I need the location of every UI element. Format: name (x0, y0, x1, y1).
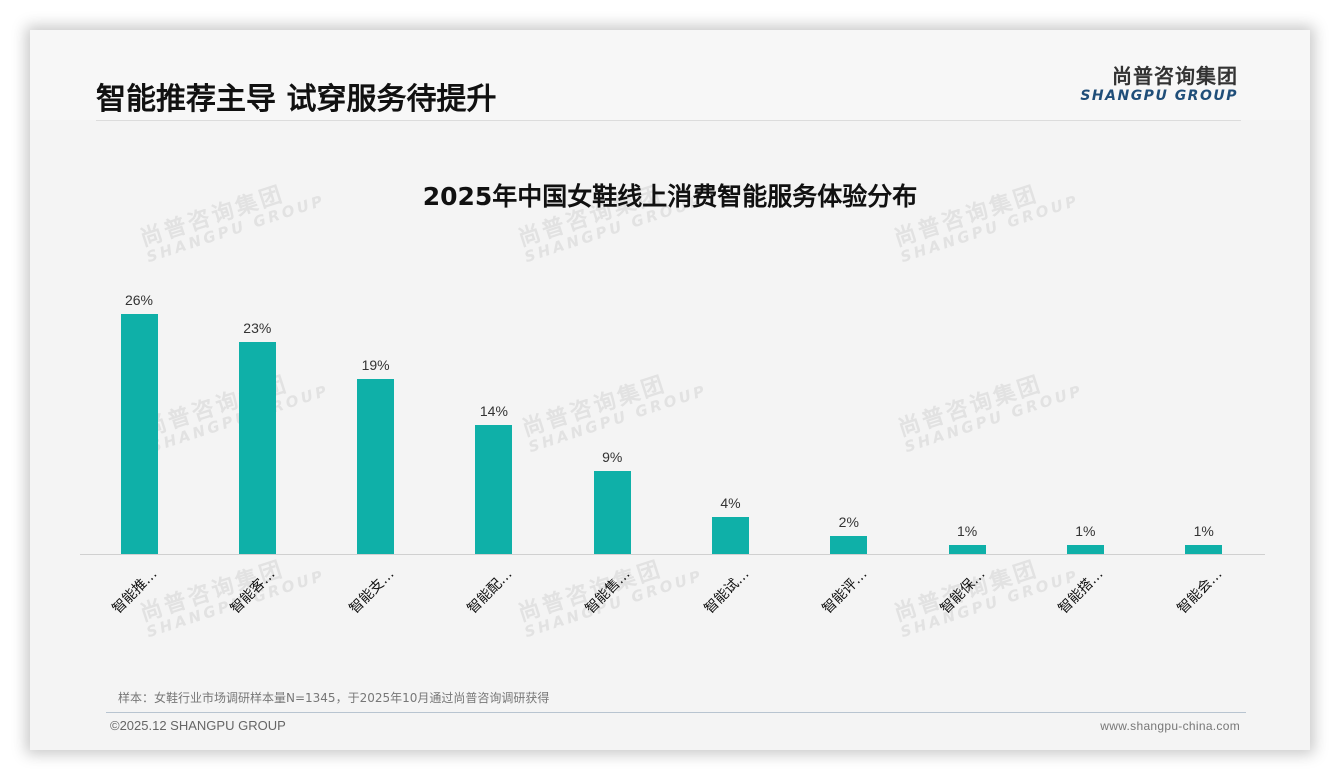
x-axis-category-label: 智能搭… (1055, 566, 1107, 618)
title-divider (96, 120, 1241, 121)
bar-value-label: 19% (361, 357, 390, 373)
bar (1185, 545, 1223, 554)
bar (712, 517, 749, 554)
bar-value-label: 23% (243, 320, 272, 336)
bar-value-label: 1% (1193, 523, 1214, 539)
bar-value-label: 26% (124, 292, 154, 308)
x-axis-category-label: 智能保… (937, 566, 989, 618)
x-axis-category-label: 智能推… (109, 566, 161, 618)
sample-note: 样本：女鞋行业市场调研样本量N=1345，于2025年10月通过尚普咨询调研获得 (118, 691, 550, 705)
bar (1066, 545, 1104, 554)
bar-value-label: 14% (479, 403, 508, 419)
bar-value-label: 1% (956, 523, 978, 539)
chart-title: 2025年中国女鞋线上消费智能服务体验分布 (422, 182, 918, 211)
company-logo: 尚普咨询集团 SHANGPU GROUP (1080, 64, 1238, 104)
x-axis-category-label: 智能售… (582, 566, 634, 618)
bar-chart: 26% 智能推… 23% 智能客… 19% 智能支… 14% 智能配… 9% 智能售… 4% 智能试…… (30, 30, 1310, 750)
copyright-text: ©2025.12 SHANGPU GROUP (110, 718, 286, 733)
bar (948, 545, 986, 554)
header-band (30, 30, 1310, 120)
bar (475, 425, 513, 554)
x-axis-category-label: 智能会… (1174, 566, 1226, 618)
x-axis-category-label: 智能试… (701, 566, 752, 618)
x-axis-line (80, 554, 1265, 555)
x-axis-category-label: 智能支… (346, 566, 398, 618)
slide: 尚普咨询集团 SHANGPU GROUP 尚普咨询集团 SHANGPU GROUP … (30, 30, 1310, 750)
x-axis-category-label: 智能配… (464, 566, 516, 618)
x-axis-category-label: 智能客… (227, 566, 279, 618)
bar (238, 342, 276, 554)
bar (357, 379, 395, 554)
bar (120, 314, 158, 554)
bar-value-label: 2% (838, 514, 859, 530)
bar-value-label: 9% (602, 449, 623, 465)
logo-english-text: SHANGPU GROUP (1080, 88, 1238, 104)
logo-chinese-text: 尚普咨询集团 (1112, 64, 1238, 88)
x-axis-category-label: 智能评… (819, 566, 871, 618)
website-link[interactable]: www.shangpu-china.com (1100, 719, 1240, 733)
page-title: 智能推荐主导 试穿服务待提升 (96, 82, 497, 117)
bar (593, 471, 631, 554)
bar (830, 536, 868, 554)
footer-divider (106, 712, 1246, 713)
bar-value-label: 4% (720, 495, 741, 511)
bar-value-label: 1% (1075, 523, 1096, 539)
